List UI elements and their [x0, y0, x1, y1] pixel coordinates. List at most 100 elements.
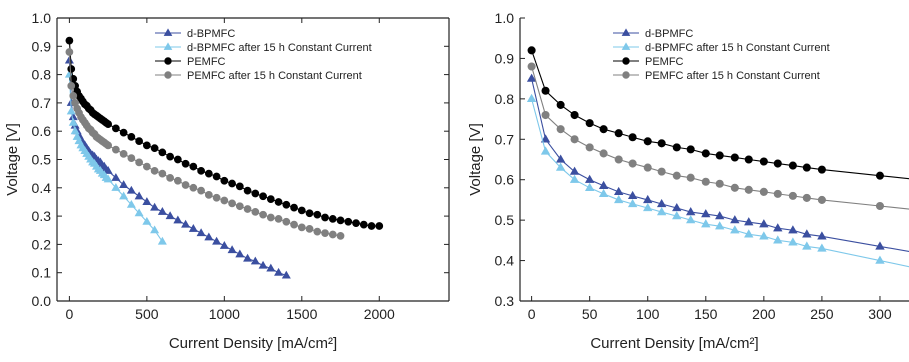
data-point [555, 154, 566, 163]
x-tick-label: 0 [528, 306, 536, 322]
data-point [189, 162, 198, 171]
data-point [204, 169, 213, 178]
data-point [297, 223, 306, 232]
data-point [251, 189, 260, 198]
data-point [250, 256, 260, 265]
legend-marker [621, 28, 631, 36]
data-point [526, 73, 537, 82]
data-point [67, 65, 76, 73]
data-point [584, 174, 595, 183]
data-point [773, 223, 783, 232]
data-point [111, 173, 121, 181]
data-point [290, 220, 298, 229]
data-point [686, 145, 695, 154]
y-tick-label: 1.0 [495, 10, 515, 26]
legend-label: d-BPMFC [187, 28, 235, 40]
data-point [189, 183, 198, 192]
data-point [134, 191, 144, 200]
data-point [656, 207, 667, 216]
data-point [321, 229, 329, 237]
data-point [556, 125, 565, 134]
data-point [788, 161, 797, 170]
data-point [119, 180, 129, 188]
data-point [142, 141, 151, 150]
data-point [204, 191, 213, 199]
data-point [759, 157, 768, 166]
data-point [730, 225, 740, 234]
y-tick-label: 0.3 [495, 293, 515, 309]
data-point [112, 145, 120, 154]
data-point [701, 219, 711, 228]
data-point [204, 232, 214, 241]
data-point [126, 199, 136, 208]
data-point [627, 190, 638, 200]
y-tick-label: 0.4 [495, 253, 515, 269]
y-tick-label: 0.2 [32, 236, 52, 252]
y-tick-label: 0.6 [495, 172, 515, 188]
data-point [672, 171, 681, 180]
data-point [643, 194, 653, 204]
data-point [274, 215, 283, 223]
data-point [614, 155, 623, 164]
data-point [599, 149, 608, 158]
data-point [181, 181, 190, 189]
data-point [67, 82, 76, 90]
plot-area [64, 36, 384, 279]
data-point [150, 166, 159, 175]
legend-label: d-BPMFC after 15 h Constant Current [187, 42, 372, 54]
data-point [359, 220, 368, 229]
chart-panel-2: 0.3 0.4 0.5 0.6 0.7 0.8 0.9 1.0 0 50 100 150 200 250 3… [467, 10, 909, 352]
data-point [266, 213, 275, 222]
data-point [111, 182, 121, 191]
data-point [643, 203, 653, 212]
data-point [730, 153, 739, 162]
data-point [598, 180, 609, 189]
data-point [212, 193, 221, 202]
y-tick-label: 0.1 [32, 265, 52, 281]
data-point [158, 148, 167, 157]
data-point [540, 146, 551, 155]
y-tick-label: 0.4 [32, 180, 52, 196]
data-point [258, 260, 268, 269]
y-tick-label: 0.5 [32, 152, 52, 168]
data-point [773, 235, 783, 244]
data-point [150, 225, 160, 234]
data-point [585, 143, 594, 152]
y-axis-title: Voltage [V] [4, 123, 21, 196]
x-tick-label: 100 [636, 306, 660, 322]
data-point [672, 203, 682, 212]
data-point [730, 183, 739, 192]
data-point [570, 135, 579, 144]
data-point [196, 228, 206, 237]
y-axis-title: Voltage [V] [467, 123, 484, 196]
data-point [103, 174, 113, 183]
series-line-1 [531, 78, 909, 253]
data-point [555, 162, 566, 171]
data-point [157, 207, 167, 215]
data-point [744, 155, 753, 164]
data-point [66, 106, 76, 115]
data-point [527, 62, 536, 71]
x-tick-label: 1500 [286, 306, 317, 322]
data-point [119, 149, 128, 158]
data-point [142, 197, 152, 205]
x-tick-label: 300 [868, 306, 892, 322]
data-point [802, 229, 812, 238]
data-point [158, 169, 167, 178]
data-point [672, 143, 681, 152]
data-point [142, 162, 151, 171]
data-point [103, 166, 113, 174]
data-point [243, 253, 253, 262]
data-point [685, 207, 696, 216]
x-tick-label: 150 [694, 306, 718, 322]
data-point [744, 217, 754, 226]
data-point [540, 134, 551, 143]
data-point [527, 46, 536, 55]
data-point [227, 245, 237, 254]
legend-label: PEMFC after 15 h Constant Current [645, 70, 820, 82]
data-point [68, 117, 78, 126]
data-point [541, 110, 550, 120]
data-point [352, 219, 360, 228]
data-point [165, 211, 175, 220]
